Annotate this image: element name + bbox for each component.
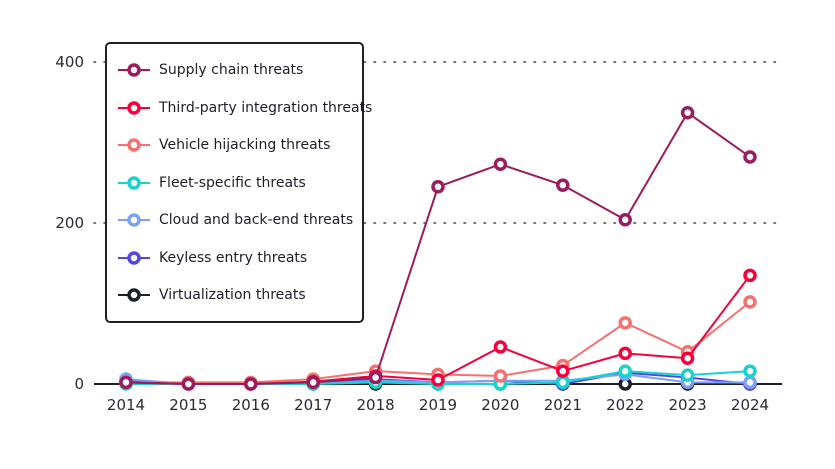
data-point[interactable] bbox=[680, 368, 695, 382]
legend-marker-icon bbox=[118, 100, 150, 115]
legend-item[interactable]: Supply chain threats bbox=[117, 58, 303, 82]
legend-marker-icon bbox=[118, 250, 150, 265]
y-tick-label: 0 bbox=[74, 375, 84, 393]
series-lines bbox=[119, 105, 757, 391]
data-point[interactable] bbox=[743, 268, 757, 283]
data-point[interactable] bbox=[493, 157, 508, 171]
data-point[interactable] bbox=[743, 375, 757, 390]
x-axis: 2014 2015 2016 2017 2018 2019 2020 2021 2022 2023… bbox=[107, 396, 769, 414]
y-tick-label: 200 bbox=[55, 214, 84, 232]
x-tick-label: 2016 bbox=[232, 396, 270, 414]
legend-marker-icon bbox=[118, 288, 150, 302]
legend-marker-icon bbox=[118, 138, 150, 152]
x-tick-label: 2021 bbox=[544, 396, 582, 414]
y-tick-label: 400 bbox=[55, 53, 84, 71]
legend-marker-icon bbox=[118, 213, 150, 227]
data-point[interactable] bbox=[244, 377, 258, 391]
legend-label: Third-party integration threats bbox=[159, 99, 373, 116]
x-tick-label: 2014 bbox=[107, 396, 145, 414]
data-point[interactable] bbox=[431, 373, 445, 387]
data-point[interactable] bbox=[743, 150, 757, 164]
legend-item[interactable]: Cloud and back-end threats bbox=[117, 208, 353, 232]
data-point[interactable] bbox=[743, 364, 757, 378]
data-point[interactable] bbox=[556, 375, 570, 390]
legend-label: Virtualization threats bbox=[159, 287, 306, 303]
x-tick-label: 2017 bbox=[294, 396, 332, 414]
data-point[interactable] bbox=[493, 369, 508, 383]
legend-label: Vehicle hijacking threats bbox=[159, 137, 331, 153]
legend-label: Keyless entry threats bbox=[159, 249, 308, 266]
legend-label: Cloud and back-end threats bbox=[159, 212, 354, 228]
x-tick-label: 2019 bbox=[419, 396, 457, 414]
x-tick-label: 2023 bbox=[669, 396, 707, 414]
data-point[interactable] bbox=[680, 351, 695, 365]
data-point[interactable] bbox=[680, 105, 695, 120]
legend-item[interactable]: Keyless entry threats bbox=[117, 246, 307, 270]
legend-item[interactable]: Fleet-specific threats bbox=[117, 171, 306, 195]
x-tick-label: 2018 bbox=[357, 396, 395, 414]
data-point[interactable] bbox=[119, 375, 133, 390]
x-tick-label: 2022 bbox=[606, 396, 644, 414]
legend-label: Fleet-specific threats bbox=[159, 174, 306, 191]
data-point[interactable] bbox=[743, 295, 757, 309]
data-point[interactable] bbox=[618, 346, 632, 361]
series-supply-chain-threats bbox=[119, 105, 757, 391]
legend: Supply chain threats Third-party integrat… bbox=[105, 42, 372, 323]
data-point[interactable] bbox=[618, 213, 632, 227]
data-point[interactable] bbox=[556, 364, 570, 378]
data-point[interactable] bbox=[306, 375, 320, 390]
data-point[interactable] bbox=[431, 180, 445, 194]
legend-label: Supply chain threats bbox=[159, 62, 304, 78]
data-point[interactable] bbox=[556, 178, 570, 192]
legend-item[interactable]: Third-party integration threats bbox=[117, 96, 372, 120]
legend-item[interactable]: Virtualization threats bbox=[117, 283, 306, 307]
x-tick-label: 2015 bbox=[169, 396, 207, 414]
x-tick-label: 2024 bbox=[731, 396, 769, 414]
legend-item[interactable]: Vehicle hijacking threats bbox=[117, 133, 330, 157]
data-point[interactable] bbox=[618, 316, 632, 330]
data-point[interactable] bbox=[493, 340, 508, 354]
data-point[interactable] bbox=[618, 364, 632, 378]
y-axis: 0 200 400 bbox=[55, 53, 84, 393]
legend-marker-icon bbox=[118, 175, 150, 190]
data-point[interactable] bbox=[368, 370, 383, 385]
data-point[interactable] bbox=[181, 377, 196, 391]
x-tick-label: 2020 bbox=[481, 396, 519, 414]
legend-marker-icon bbox=[118, 63, 150, 77]
